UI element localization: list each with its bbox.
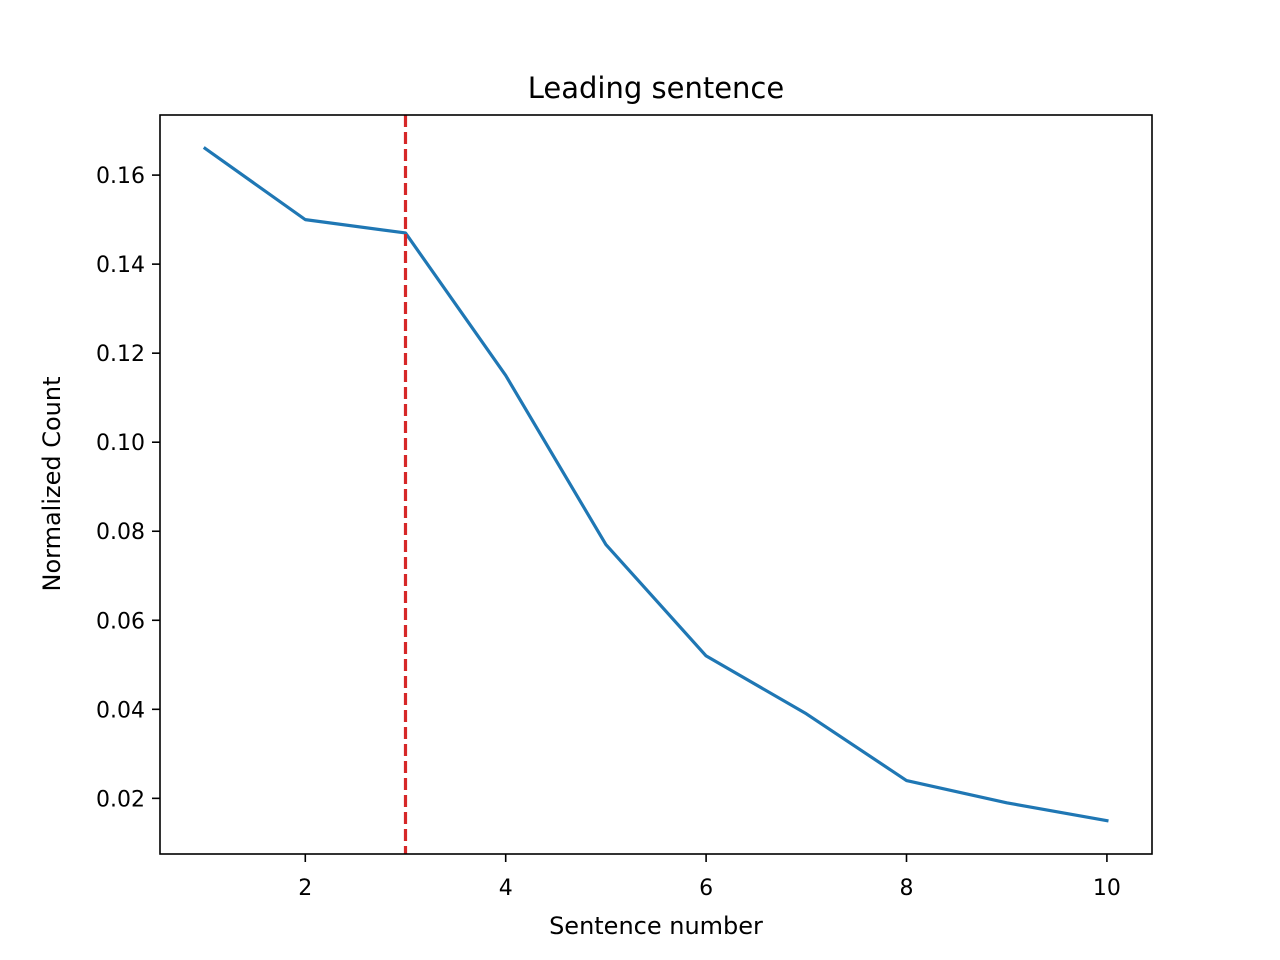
series-line (202, 146, 1109, 823)
y-tick-label: 0.10 (96, 431, 145, 456)
x-tick-label: 8 (900, 876, 914, 901)
x-tick-label: 10 (1093, 876, 1121, 901)
x-tick-label: 2 (298, 876, 312, 901)
y-tick-label: 0.06 (96, 609, 145, 634)
plot-area (159, 114, 1153, 855)
y-tick-label: 0.08 (96, 520, 145, 545)
y-axis-label: Normalized Count (38, 376, 66, 591)
y-axis-ticks: 0.02 0.04 0.06 0.08 0.10 0.12 0.14 0.16 (96, 164, 160, 812)
y-tick-label: 0.02 (96, 787, 145, 812)
y-tick-label: 0.04 (96, 698, 145, 723)
y-tick-label: 0.14 (96, 253, 145, 278)
axes-background (160, 115, 1152, 854)
x-axis-label: Sentence number (549, 912, 763, 940)
x-tick-label: 6 (699, 876, 713, 901)
x-tick-label: 4 (499, 876, 513, 901)
y-tick-label: 0.12 (96, 342, 145, 367)
series-layer (202, 146, 1109, 823)
y-tick-label: 0.16 (96, 164, 145, 189)
x-axis-ticks: 2 4 6 8 10 (298, 854, 1121, 901)
chart-title: Leading sentence (528, 71, 784, 105)
axes-frame (159, 114, 1153, 855)
